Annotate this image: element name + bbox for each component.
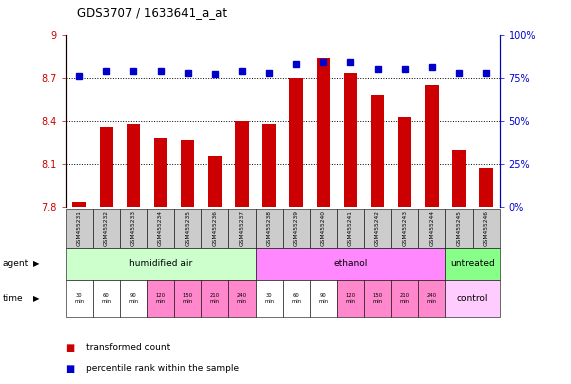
Bar — [99, 127, 113, 207]
Bar — [391, 280, 418, 317]
Bar — [283, 280, 309, 317]
Text: GSM455242: GSM455242 — [375, 210, 380, 247]
Text: 60
min: 60 min — [101, 293, 111, 304]
Bar — [452, 150, 466, 207]
Text: time: time — [3, 294, 23, 303]
Text: GDS3707 / 1633641_a_at: GDS3707 / 1633641_a_at — [77, 6, 227, 19]
Bar — [473, 209, 500, 248]
Bar — [418, 280, 445, 317]
Bar — [181, 140, 195, 207]
Bar — [398, 117, 412, 207]
Bar — [445, 280, 500, 317]
Bar — [147, 280, 174, 317]
Text: ethanol: ethanol — [333, 260, 368, 268]
Text: 150
min: 150 min — [372, 293, 383, 304]
Bar — [174, 280, 202, 317]
Bar — [316, 58, 330, 207]
Bar — [255, 280, 283, 317]
Text: GSM455239: GSM455239 — [293, 210, 299, 247]
Text: 210
min: 210 min — [400, 293, 410, 304]
Text: transformed count: transformed count — [86, 343, 170, 352]
Text: 240
min: 240 min — [427, 293, 437, 304]
Text: GSM455236: GSM455236 — [212, 210, 218, 247]
Bar — [418, 209, 445, 248]
Text: GSM455244: GSM455244 — [429, 210, 435, 247]
Bar — [228, 209, 255, 248]
Text: 150
min: 150 min — [183, 293, 193, 304]
Text: GSM455234: GSM455234 — [158, 210, 163, 247]
Bar — [479, 169, 493, 207]
Text: GSM455238: GSM455238 — [267, 210, 272, 247]
Text: control: control — [457, 294, 488, 303]
Text: GSM455237: GSM455237 — [239, 210, 244, 247]
Text: ▶: ▶ — [33, 294, 39, 303]
Text: humidified air: humidified air — [129, 260, 192, 268]
Bar — [309, 280, 337, 317]
Bar — [66, 248, 255, 280]
Text: 120
min: 120 min — [345, 293, 356, 304]
Bar — [364, 209, 391, 248]
Text: GSM455246: GSM455246 — [484, 210, 489, 247]
Text: 240
min: 240 min — [237, 293, 247, 304]
Bar — [371, 95, 384, 207]
Text: 120
min: 120 min — [155, 293, 166, 304]
Bar — [255, 209, 283, 248]
Bar — [309, 209, 337, 248]
Text: GSM455231: GSM455231 — [77, 210, 82, 247]
Text: GSM455245: GSM455245 — [456, 210, 461, 247]
Text: ■: ■ — [66, 364, 78, 374]
Text: 30
min: 30 min — [74, 293, 85, 304]
Text: ▶: ▶ — [33, 260, 39, 268]
Bar — [93, 280, 120, 317]
Bar — [120, 280, 147, 317]
Text: ■: ■ — [66, 343, 78, 353]
Bar — [262, 124, 276, 207]
Text: GSM455232: GSM455232 — [104, 210, 109, 247]
Bar — [127, 124, 140, 207]
Text: 90
min: 90 min — [128, 293, 139, 304]
Text: 30
min: 30 min — [264, 293, 274, 304]
Text: 210
min: 210 min — [210, 293, 220, 304]
Bar — [208, 156, 222, 207]
Bar — [344, 73, 357, 207]
Bar — [364, 280, 391, 317]
Text: GSM455233: GSM455233 — [131, 210, 136, 247]
Bar — [425, 85, 439, 207]
Bar — [255, 248, 445, 280]
Text: GSM455241: GSM455241 — [348, 210, 353, 247]
Bar — [445, 209, 473, 248]
Text: percentile rank within the sample: percentile rank within the sample — [86, 364, 239, 373]
Bar — [445, 248, 500, 280]
Bar — [73, 202, 86, 207]
Bar — [66, 209, 93, 248]
Text: GSM455243: GSM455243 — [402, 210, 407, 247]
Text: 60
min: 60 min — [291, 293, 301, 304]
Bar — [93, 209, 120, 248]
Bar — [202, 280, 228, 317]
Text: GSM455240: GSM455240 — [321, 210, 326, 247]
Bar — [154, 138, 167, 207]
Bar — [337, 209, 364, 248]
Bar — [337, 280, 364, 317]
Bar — [228, 280, 255, 317]
Text: agent: agent — [3, 260, 29, 268]
Text: GSM455235: GSM455235 — [185, 210, 190, 247]
Bar — [289, 78, 303, 207]
Bar — [235, 121, 249, 207]
Bar — [66, 280, 93, 317]
Bar — [174, 209, 202, 248]
Bar — [120, 209, 147, 248]
Bar — [147, 209, 174, 248]
Text: untreated: untreated — [450, 260, 495, 268]
Bar — [391, 209, 418, 248]
Bar — [283, 209, 309, 248]
Bar — [202, 209, 228, 248]
Text: 90
min: 90 min — [318, 293, 328, 304]
